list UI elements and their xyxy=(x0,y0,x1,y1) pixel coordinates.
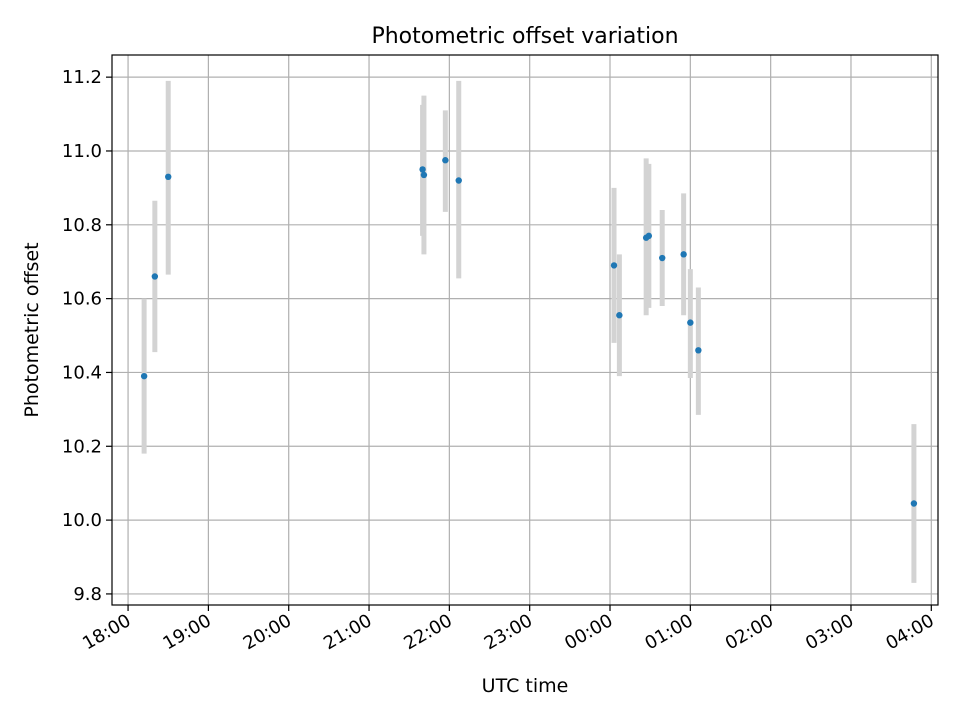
y-axis-label: Photometric offset xyxy=(21,242,43,417)
y-tick-label: 10.2 xyxy=(62,436,102,457)
y-axis-ticks: 9.8 10.0 10.2 10.4 10.6 10.8 11.0 11.2 xyxy=(62,67,112,605)
y-tick-label: 10.6 xyxy=(62,289,102,310)
data-point xyxy=(659,254,666,262)
y-tick-label: 10.8 xyxy=(62,215,102,236)
chart-title: Photometric offset variation xyxy=(371,24,678,49)
x-axis-label: UTC time xyxy=(482,675,569,697)
data-point xyxy=(687,319,694,326)
data-point xyxy=(910,500,918,507)
data-point xyxy=(442,157,449,164)
y-tick-label: 10.0 xyxy=(62,510,102,531)
y-tick-label: 11.2 xyxy=(62,67,102,88)
data-point xyxy=(140,372,148,380)
y-tick-label: 9.8 xyxy=(73,584,102,605)
data-point xyxy=(151,273,159,280)
grid-lines xyxy=(112,55,938,605)
plot-area-frame xyxy=(111,54,939,606)
y-tick-label: 11.0 xyxy=(62,141,102,162)
data-point xyxy=(645,232,653,240)
data-point xyxy=(419,166,426,173)
data-point xyxy=(695,347,702,354)
data-points xyxy=(140,157,918,507)
data-point xyxy=(616,312,623,319)
data-point xyxy=(420,171,428,179)
data-point xyxy=(680,251,687,258)
data-point xyxy=(610,262,618,269)
data-point xyxy=(455,177,462,184)
data-point xyxy=(165,173,172,181)
y-tick-label: 10.4 xyxy=(62,362,102,383)
